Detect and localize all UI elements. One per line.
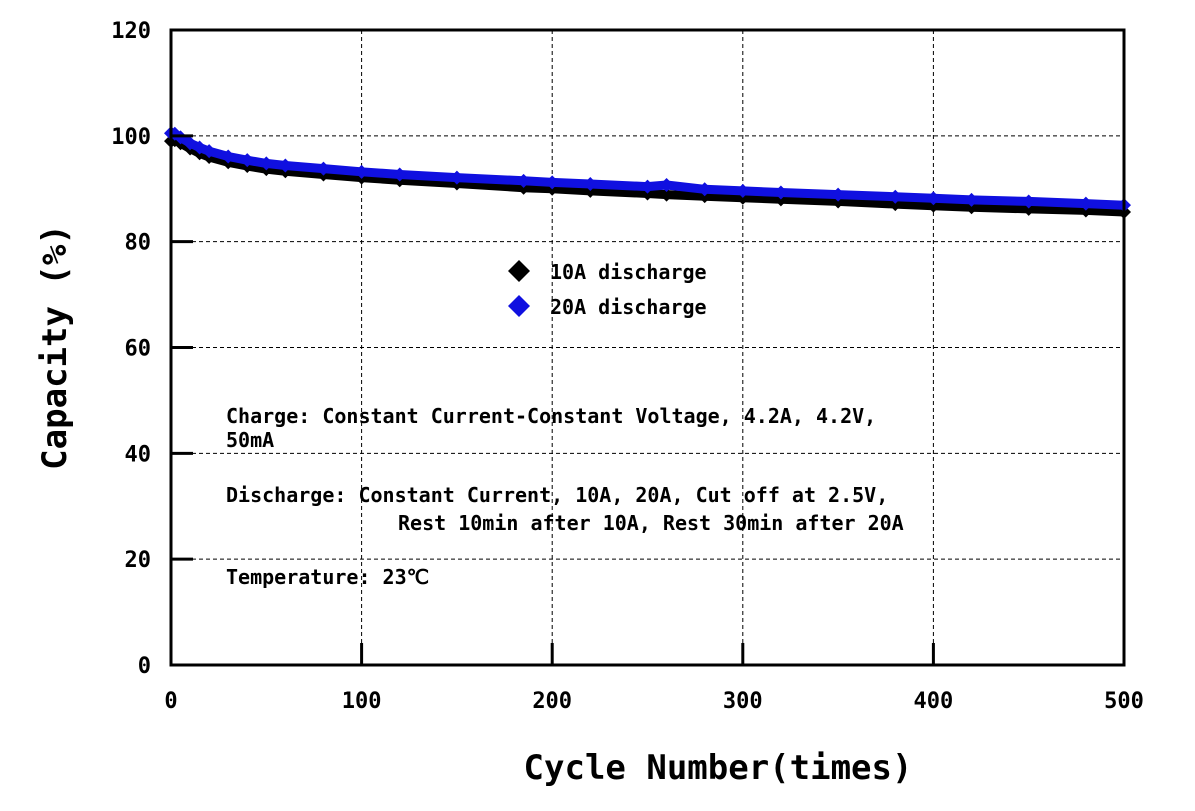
legend-label-20a: 20A discharge [550,295,707,319]
data-point [640,179,655,194]
y-axis-title: Capacity (%) [35,224,75,470]
y-tick-label-0: 0 [138,654,151,679]
data-point [354,164,369,179]
data-point [888,189,903,204]
y-tick-label-100: 100 [111,125,151,150]
data-point [545,175,560,190]
x-axis-title: Cycle Number(times) [524,748,913,788]
data-point [316,161,331,176]
data-point [240,153,255,168]
data-point [659,178,674,193]
data-point [659,187,674,202]
charge-note-line1: Charge: Constant Current-Constant Voltag… [226,404,876,428]
grid-lines [171,30,1124,665]
legend: 10A discharge 20A discharge [508,260,707,319]
data-point [278,158,293,173]
legend-marker-20a [508,295,530,317]
x-tick-label-200: 200 [532,689,572,714]
data-point [259,156,274,171]
x-tick-label-500: 500 [1104,689,1144,714]
test-conditions-annotation: Charge: Constant Current-Constant Voltag… [226,404,904,589]
discharge-note-line2: Rest 10min after 10A, Rest 30min after 2… [398,511,904,535]
x-tick-label-300: 300 [723,689,763,714]
x-tick-label-400: 400 [914,689,954,714]
series-layer [164,126,1131,220]
data-point [221,149,236,164]
y-tick-label-60: 60 [125,337,152,362]
data-point [773,185,788,200]
data-point [583,176,598,191]
axis-ticks: 0 100 200 300 400 500 0 20 40 60 80 100 120 [111,19,1144,714]
y-tick-label-80: 80 [125,231,152,256]
data-point [173,130,188,145]
data-point [1021,194,1036,209]
series-20a [164,126,1131,213]
discharge-note-line1: Discharge: Constant Current, 10A, 20A, C… [226,483,888,507]
data-point [697,182,712,197]
data-point [449,170,464,185]
charge-note-line2: 50mA [226,428,274,452]
y-tick-label-20: 20 [125,548,152,573]
data-point [735,183,750,198]
data-point [1078,196,1093,211]
data-point [516,173,531,188]
x-tick-label-0: 0 [164,689,177,714]
data-point [926,191,941,206]
y-tick-label-120: 120 [111,19,151,44]
data-point [831,187,846,202]
y-tick-label-40: 40 [125,442,152,467]
legend-marker-10a [508,260,530,282]
data-point [392,167,407,182]
legend-label-10a: 10A discharge [550,260,707,284]
data-point [964,192,979,207]
temperature-note: Temperature: 23℃ [226,565,429,589]
data-point [202,144,217,159]
series-10a [164,133,1131,220]
x-tick-label-100: 100 [342,689,382,714]
